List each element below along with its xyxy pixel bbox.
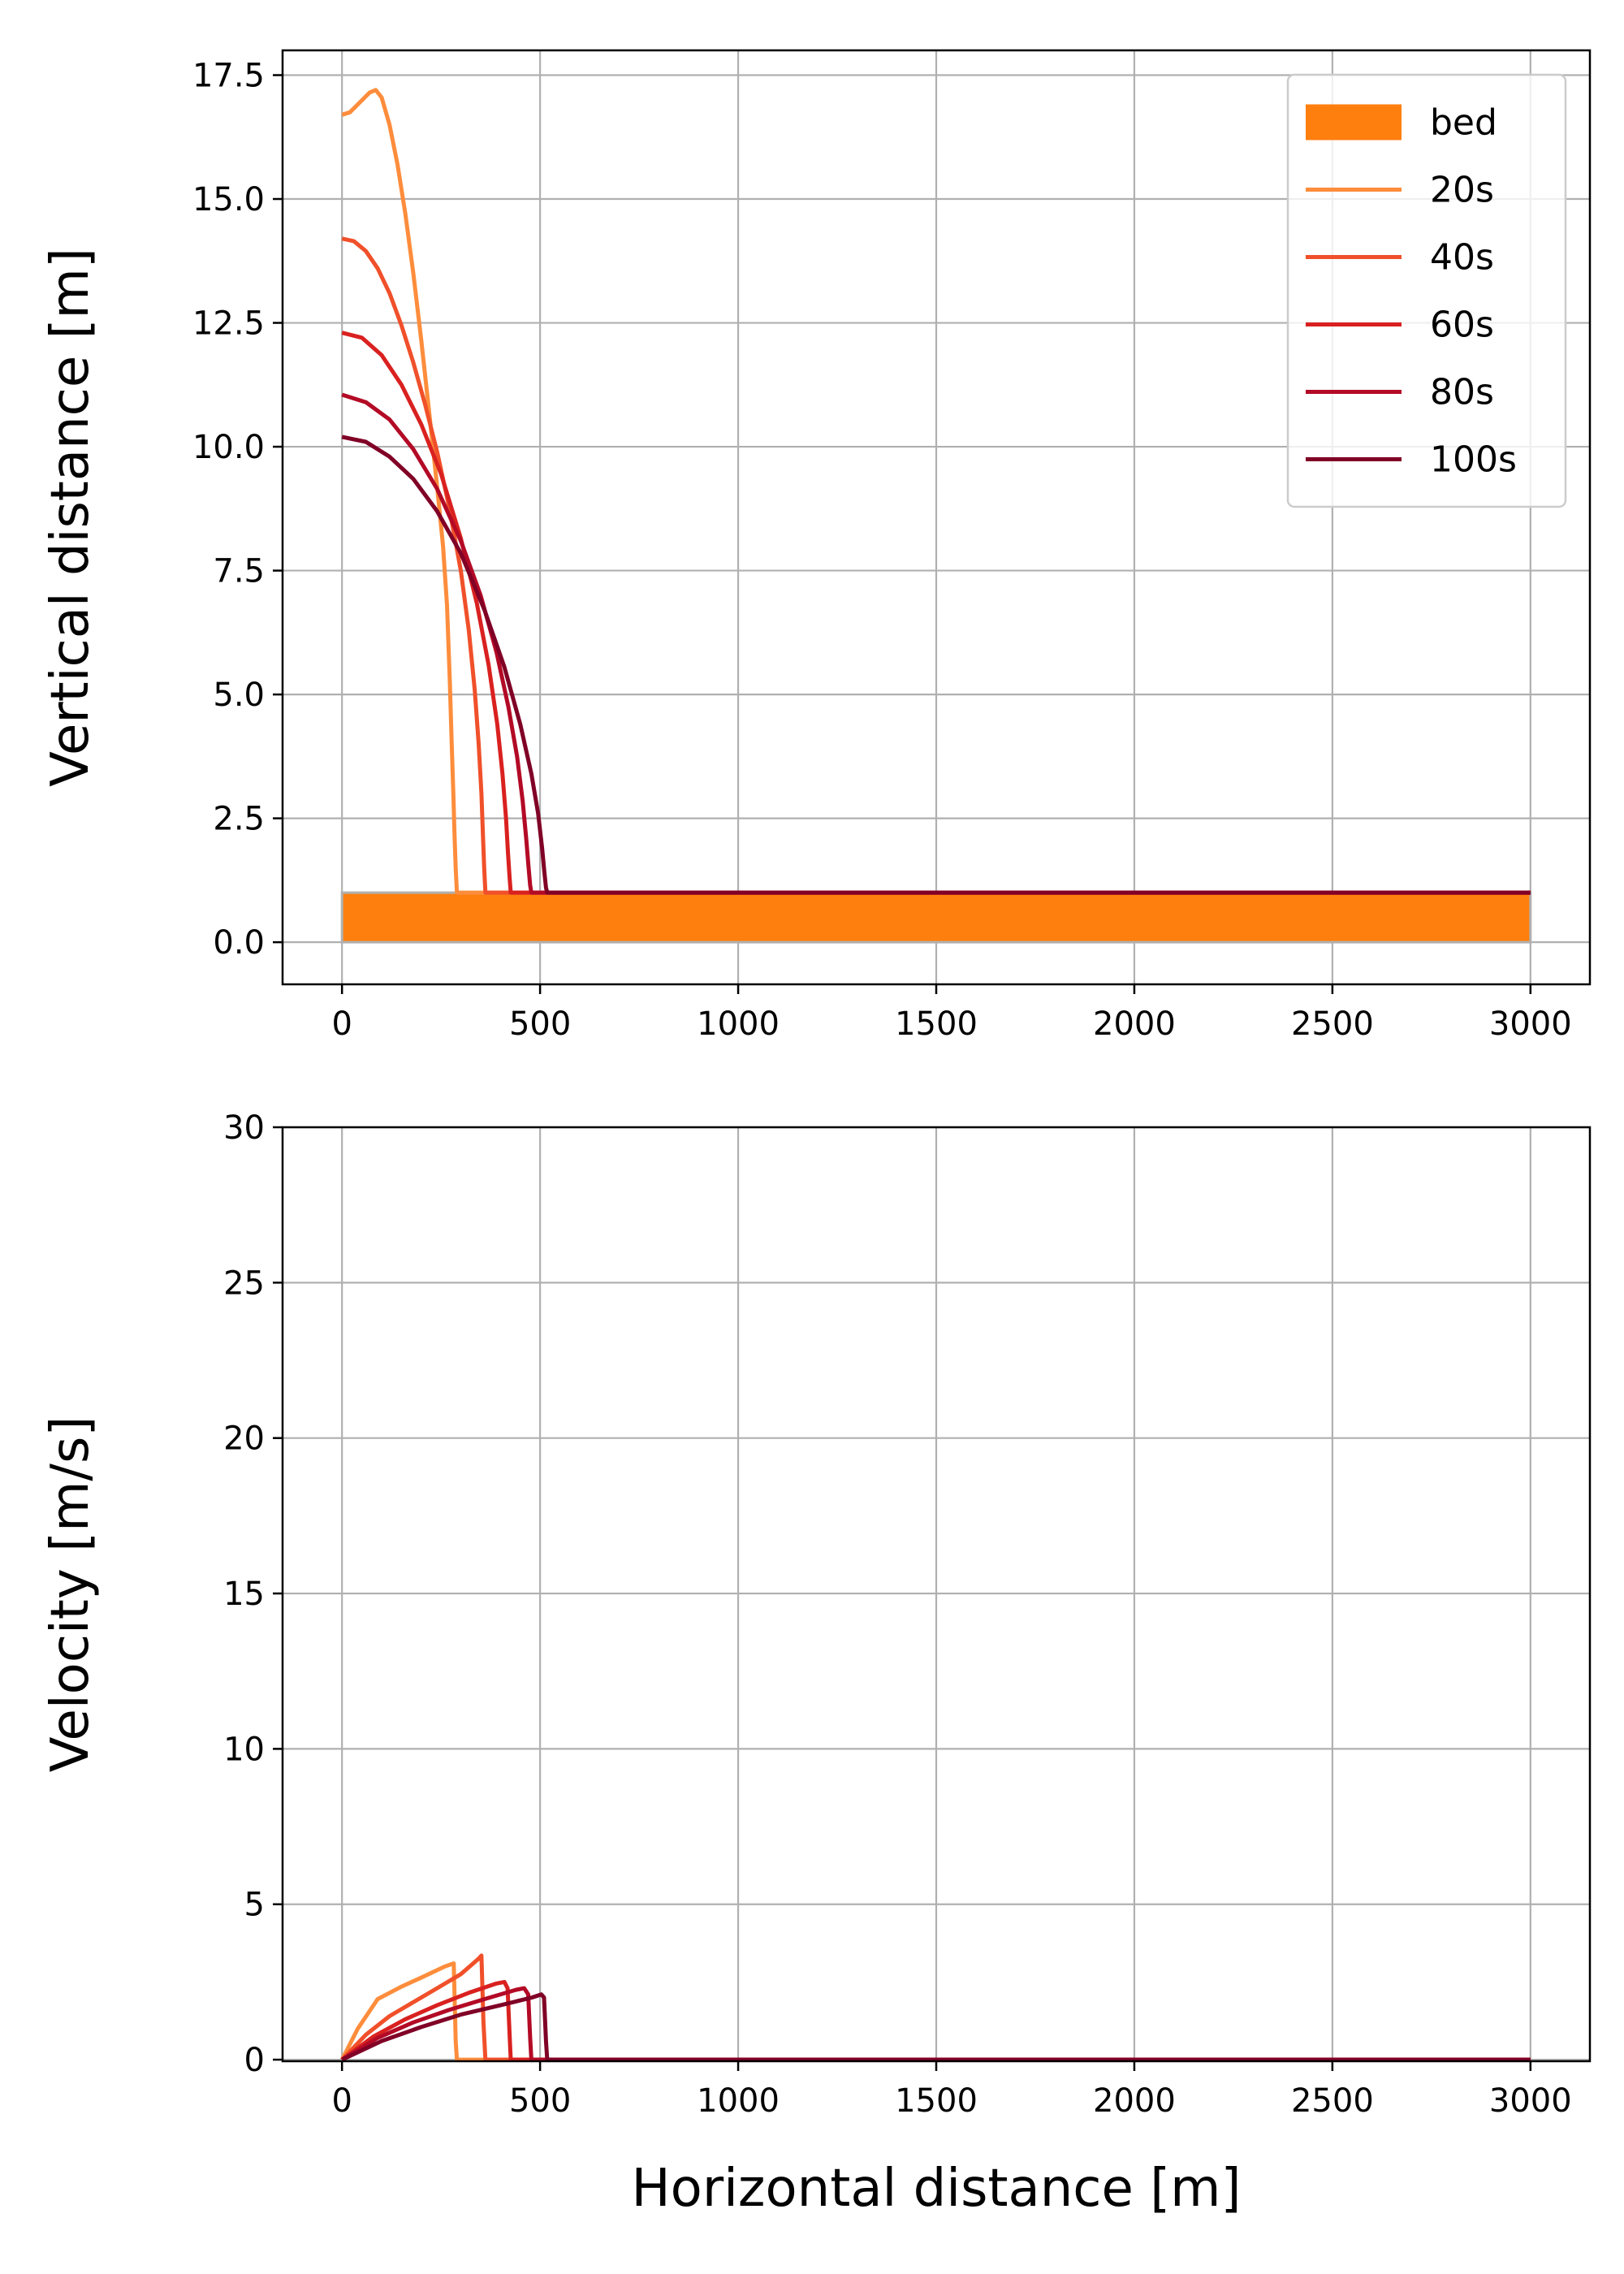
y-tick-label: 20	[223, 1420, 265, 1458]
y-tick-label: 25	[223, 1265, 265, 1302]
velocity-panel: 0 500 1000 1500 2000 2500 3000 0 5 10 15 20 25 30 Velo…	[41, 1109, 1592, 2219]
series-line-20s	[339, 1961, 1531, 2062]
y-tick-label: 15.0	[192, 181, 265, 218]
legend-label: 100s	[1430, 439, 1517, 481]
x-tick-label: 2500	[1291, 2082, 1374, 2120]
series-line-80s	[341, 392, 1531, 895]
bed-area	[340, 891, 1532, 944]
y-axis-label: Vertical distance [m]	[41, 248, 101, 787]
series-line-80s	[340, 1986, 1531, 2062]
y-tick-label: 7.5	[213, 553, 265, 590]
height-panel: 0 500 1000 1500 2000 2500 3000 0.0 2.5 5.0 7.5 10.0…	[41, 49, 1592, 1043]
x-tick-label: 500	[509, 2082, 571, 2120]
series-line-100s	[341, 434, 1531, 895]
y-tick-label: 15	[223, 1576, 265, 1613]
x-tick-label: 2500	[1291, 1005, 1374, 1043]
series-line-60s	[341, 331, 1531, 895]
legend-label: 80s	[1430, 372, 1494, 413]
y-tick-label: 17.5	[192, 58, 265, 95]
series-line-40s	[340, 1953, 1531, 2062]
x-axis-label: Horizontal distance [m]	[632, 2159, 1242, 2219]
legend-box	[1286, 73, 1567, 508]
x-tick-label: 2000	[1093, 2082, 1176, 2120]
series-line-20s	[341, 88, 1531, 895]
y-tick-label: 5.0	[213, 677, 265, 714]
y-axis-label: Velocity [m/s]	[41, 1416, 101, 1773]
y-tick-label: 0	[244, 2042, 265, 2079]
legend-swatch-bed	[1306, 104, 1402, 141]
x-tick-label: 3000	[1489, 2082, 1572, 2120]
legend-label: bed	[1430, 102, 1497, 144]
series-line-60s	[340, 1979, 1531, 2062]
x-tick-label: 1500	[895, 1005, 978, 1043]
x-tick-label: 1500	[895, 2082, 978, 2120]
y-tick-label: 0.0	[213, 924, 265, 962]
x-tick-label: 1000	[697, 2082, 780, 2120]
y-tick-label: 2.5	[213, 801, 265, 838]
y-tick-label: 12.5	[192, 305, 265, 343]
series-line-100s	[341, 1992, 1531, 2062]
x-tick-label: 3000	[1489, 1005, 1572, 1043]
x-tick-label: 1000	[697, 1005, 780, 1043]
legend-label: 40s	[1430, 237, 1494, 279]
x-tick-label: 500	[509, 1005, 571, 1043]
legend-label: 60s	[1430, 305, 1494, 346]
x-tick-label: 0	[331, 2082, 352, 2120]
y-tick-label: 5	[244, 1887, 265, 1924]
y-tick-label: 10	[223, 1731, 265, 1768]
x-tick-label: 0	[331, 1005, 352, 1043]
y-tick-label: 30	[223, 1109, 265, 1147]
y-tick-label: 10.0	[192, 429, 265, 466]
legend: bed 20s 40s 60s 80s 100s	[1286, 73, 1567, 508]
x-tick-label: 2000	[1093, 1005, 1176, 1043]
legend-label: 20s	[1430, 170, 1494, 211]
